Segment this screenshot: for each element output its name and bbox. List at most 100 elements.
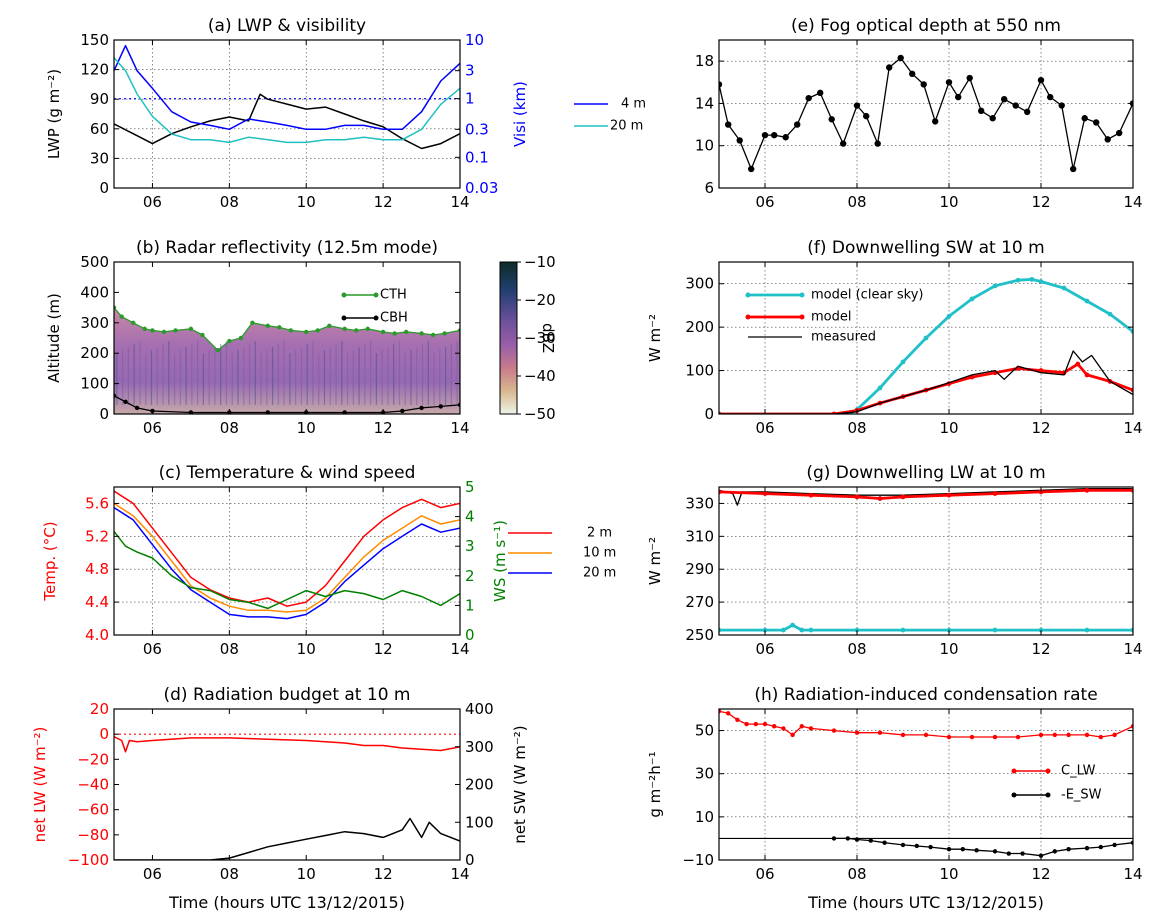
legend-marker [373, 292, 379, 298]
y2-axis-label: net SW (W m⁻²) [511, 725, 529, 843]
data-point [131, 320, 136, 325]
y-tick-label: 0 [99, 725, 109, 743]
y-tick-label: 120 [80, 61, 109, 79]
data-point [989, 115, 996, 122]
data-point [1070, 165, 1077, 173]
data-point [142, 326, 147, 332]
y2-tick-label: 0.03 [465, 179, 498, 197]
data-point [1038, 732, 1044, 738]
data-point [188, 326, 194, 332]
x-axis-label: Time (hours UTC 13/12/2015) [168, 893, 405, 912]
data-point [744, 721, 749, 727]
x-tick-label: 10 [939, 865, 958, 883]
x-axis-label: Time (hours UTC 13/12/2015) [807, 893, 1044, 912]
data-point [946, 734, 952, 740]
y-tick-label: 4.0 [85, 626, 109, 644]
data-point [365, 326, 370, 332]
y-tick-label: −10 [682, 851, 714, 869]
data-point [781, 726, 786, 731]
legend-label: 2 m [587, 526, 612, 541]
data-point [771, 131, 778, 139]
y-tick-label: 150 [80, 31, 109, 49]
y-axis-label: Altitude (m) [45, 293, 63, 383]
x-tick-label: 14 [450, 419, 469, 437]
x-tick-label: 14 [450, 865, 469, 883]
data-point [853, 102, 861, 109]
data-point [1081, 115, 1088, 122]
data-point [932, 118, 939, 125]
x-tick-label: 10 [939, 640, 958, 658]
x-tick-label: 08 [220, 865, 239, 883]
data-point [277, 325, 282, 330]
panel-title: (f) Downwelling SW at 10 m [807, 238, 1044, 258]
plot-frame [718, 39, 1134, 189]
data-point [955, 93, 962, 101]
data-point [250, 320, 255, 325]
data-point [1015, 734, 1021, 740]
data-point [969, 734, 975, 740]
data-point [992, 734, 998, 740]
panel-title: (d) Radiation budget at 10 m [164, 685, 411, 705]
series-line-a-0 [114, 93, 460, 150]
panel-title: (b) Radar reflectivity (12.5m mode) [136, 238, 438, 258]
data-point [854, 837, 860, 842]
series-group [719, 54, 1133, 173]
data-point [304, 329, 309, 335]
panel-title: (a) LWP & visibility [208, 16, 366, 36]
legend-label: 20 m [583, 566, 616, 581]
series-line-a-2 [114, 57, 460, 144]
legend-label: model (clear sky) [811, 288, 924, 303]
y-tick-label: 30 [90, 149, 109, 167]
y2-tick-label: 5 [465, 478, 475, 496]
x-tick-label: 08 [220, 193, 239, 211]
data-point [1029, 276, 1035, 282]
data-point [923, 732, 929, 738]
data-point [762, 721, 768, 727]
data-point [900, 627, 906, 633]
colorbar-label: dBZ [539, 323, 557, 353]
legend-marker [799, 292, 805, 298]
data-point [992, 849, 998, 854]
data-point [817, 89, 824, 97]
x-tick-label: 14 [1123, 640, 1142, 658]
data-point [419, 405, 424, 411]
y2-axis-label: Visi (km) [511, 81, 529, 147]
data-point [1061, 285, 1067, 291]
series-group [114, 305, 460, 414]
panel-d: 06 08 10 12 14−100−80−60−40−2002001002003004… [31, 685, 529, 912]
data-point [978, 107, 985, 115]
heatmap-field [114, 307, 460, 414]
x-tick-label: 08 [220, 419, 239, 437]
x-tick-label: 06 [755, 640, 774, 658]
x-tick-label: 10 [297, 193, 316, 211]
y2-tick-label: 1 [465, 90, 475, 108]
y-tick-label: 250 [685, 626, 714, 644]
x-tick-label: 06 [143, 865, 162, 883]
x-tick-label: 08 [847, 193, 866, 211]
data-point [188, 410, 194, 414]
legend-label: model [811, 310, 851, 325]
series-line-g-2 [719, 623, 1133, 632]
data-point [288, 328, 294, 333]
colorbar-tick-label: −20 [524, 291, 556, 309]
data-point [1084, 372, 1090, 378]
data-point [900, 494, 906, 500]
data-point [735, 717, 740, 722]
legend-marker [799, 314, 805, 320]
data-point [790, 622, 795, 628]
data-point [992, 283, 998, 289]
legend-marker [1045, 792, 1051, 798]
series-group [719, 709, 1133, 858]
data-point [790, 732, 795, 738]
y-tick-label: 290 [685, 560, 714, 578]
y-tick-label: 18 [695, 52, 714, 70]
x-tick-label: 12 [374, 193, 393, 211]
data-point [781, 627, 786, 633]
data-point [123, 399, 128, 405]
data-point [1112, 732, 1117, 738]
legend-marker [1045, 768, 1051, 774]
data-point [1084, 298, 1090, 304]
y-tick-label: 270 [685, 593, 714, 611]
data-point [909, 70, 916, 78]
